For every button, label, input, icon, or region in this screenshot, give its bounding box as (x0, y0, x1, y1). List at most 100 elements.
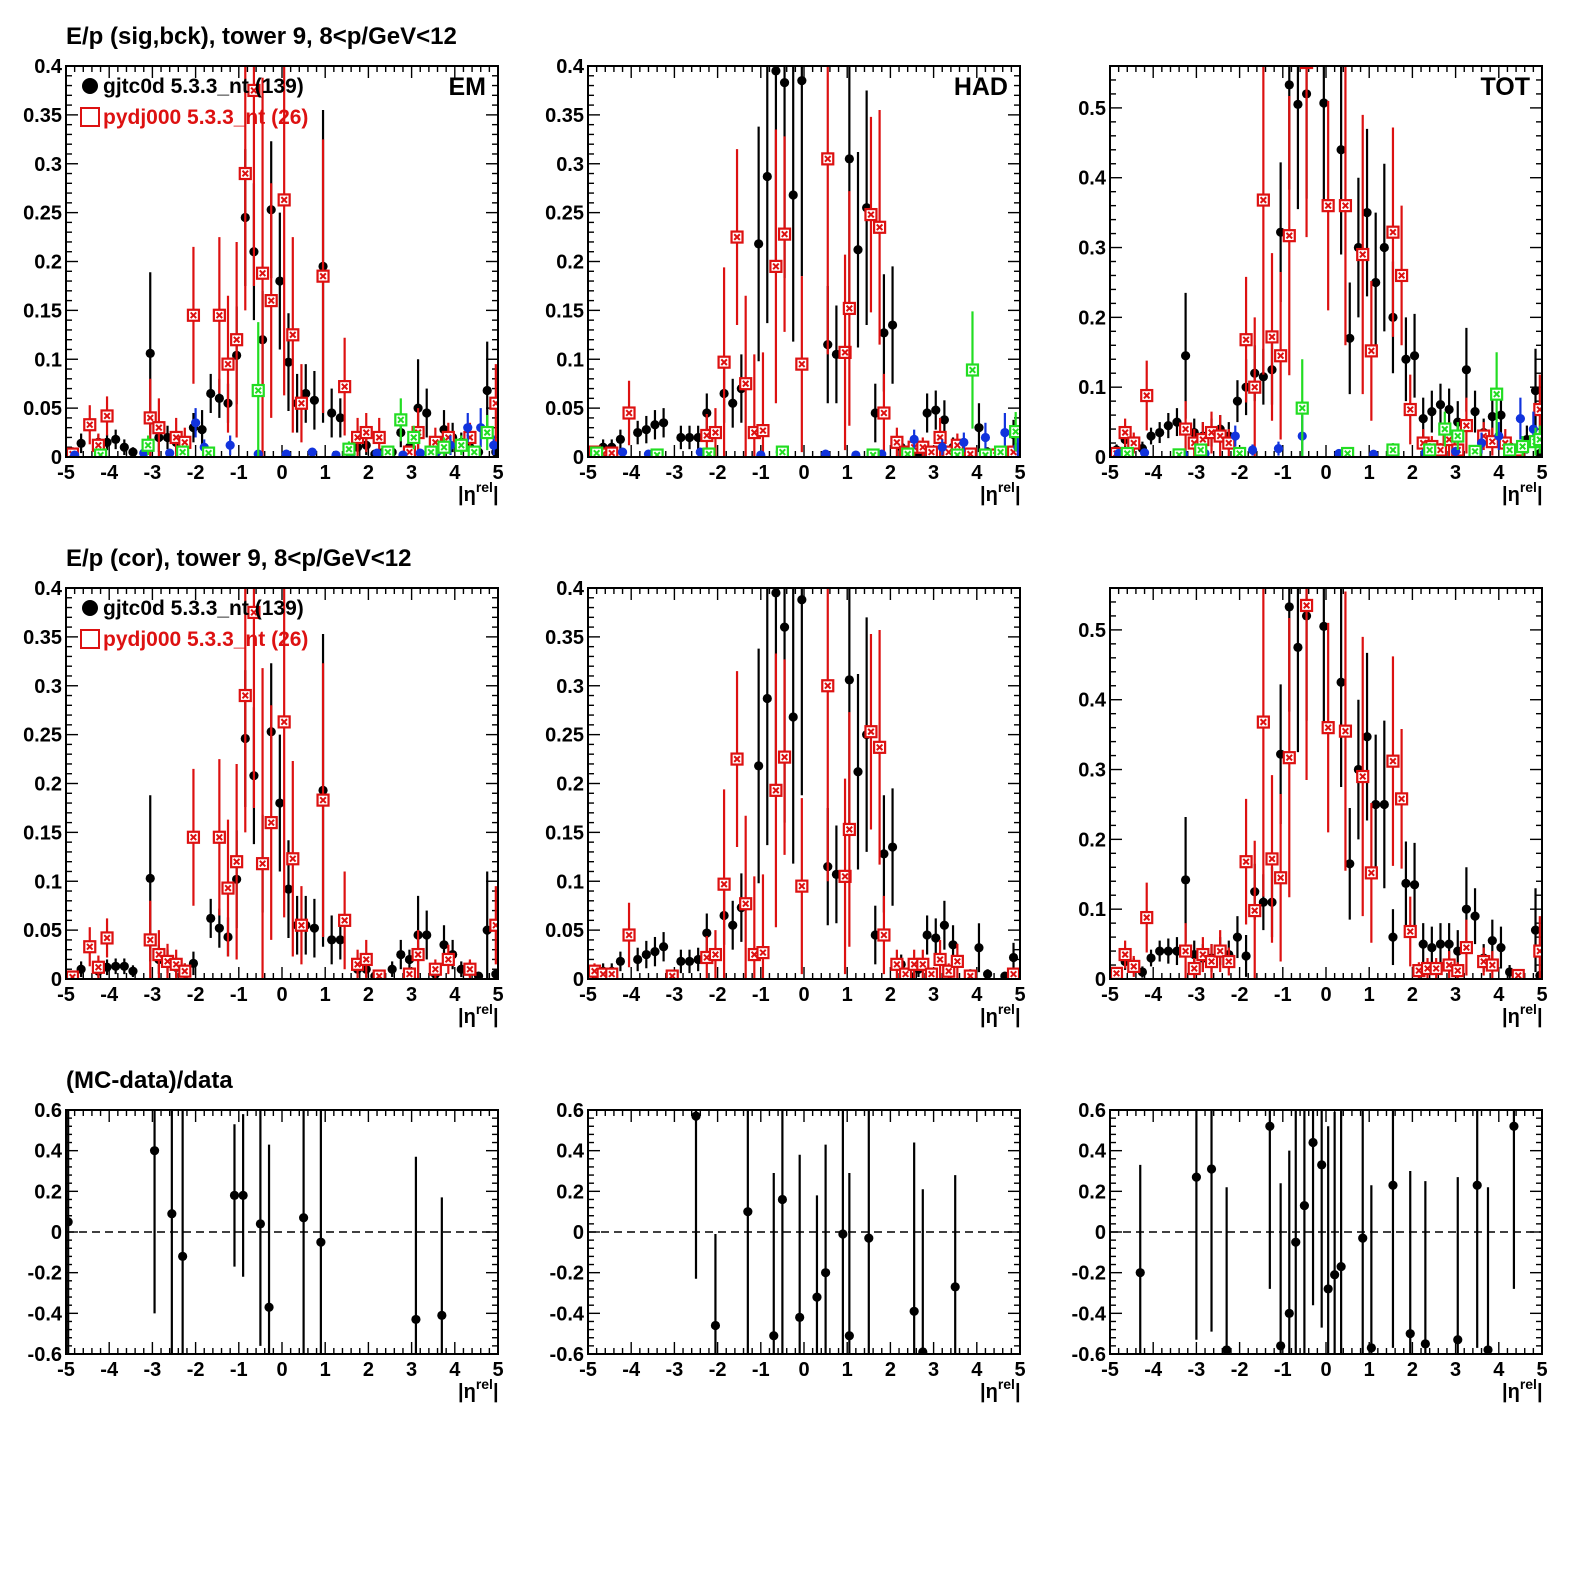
data-point (1127, 436, 1141, 450)
data-point (1293, 642, 1303, 652)
x-tick-label: 1 (1364, 1359, 1375, 1381)
x-tick-label: -4 (1144, 1359, 1163, 1381)
data-point (933, 952, 947, 967)
y-tick-label: 0.35 (545, 627, 584, 649)
data-point (844, 675, 854, 685)
data-point (128, 966, 138, 976)
x-tick-label: -3 (1188, 1359, 1206, 1381)
data-point (1356, 769, 1370, 784)
data-point (176, 445, 190, 457)
data-point (821, 449, 831, 457)
data-point (1222, 954, 1236, 969)
data-point (788, 712, 798, 722)
data-point (1140, 910, 1154, 925)
y-tick-label: 0.1 (34, 871, 62, 893)
data-point (1146, 431, 1156, 441)
data-point (1461, 904, 1471, 914)
data-point (212, 830, 226, 844)
data-point (1336, 1261, 1346, 1272)
data-point (769, 259, 783, 273)
data-point (111, 434, 121, 445)
data-point (1308, 1137, 1318, 1148)
data-point (1118, 947, 1132, 962)
data-point (1423, 443, 1437, 457)
data-point (1232, 932, 1243, 942)
data-point (777, 750, 792, 764)
data-point (169, 430, 183, 445)
data-point (890, 435, 904, 449)
y-tick-label: 0.4 (34, 578, 63, 600)
x-tick-label: 3 (928, 462, 939, 484)
data-point (372, 448, 382, 457)
data-point (684, 956, 695, 967)
x-tick-label: 1 (842, 462, 853, 484)
data-point (922, 408, 932, 418)
x-tick-label: -1 (1274, 1359, 1292, 1381)
x-tick-label: 3 (928, 1359, 939, 1381)
data-point (441, 952, 455, 967)
data-point (1490, 387, 1504, 401)
x-tick-label: -3 (144, 462, 162, 484)
x-tick-label: 5 (492, 462, 503, 484)
data-point (1388, 932, 1398, 942)
data-point (769, 1331, 779, 1341)
data-point (338, 380, 352, 394)
x-tick-label: -4 (100, 1359, 119, 1381)
data-point (1515, 439, 1530, 454)
data-point (1258, 372, 1268, 382)
data-point (149, 1146, 160, 1156)
data-point (100, 409, 114, 423)
data-point (301, 388, 311, 399)
data-point (128, 447, 138, 457)
data-point (1444, 404, 1454, 415)
y-tick-label: 0.35 (23, 627, 62, 649)
data-point (1461, 365, 1471, 375)
data-point (463, 423, 473, 433)
data-point (1239, 855, 1253, 869)
data-point (684, 432, 695, 443)
data-point (1265, 1121, 1275, 1131)
data-point (191, 418, 201, 428)
x-axis-label: |ηrel| (980, 1376, 1021, 1403)
legend-data-marker (82, 78, 98, 94)
data-point (467, 445, 481, 457)
x-tick-label: -5 (57, 1359, 75, 1381)
x-tick-label: -5 (57, 462, 75, 484)
data-point (1194, 443, 1208, 457)
data-point (898, 967, 913, 979)
data-point (1485, 435, 1499, 449)
data-point (415, 448, 425, 457)
data-point (264, 815, 278, 830)
data-point (439, 940, 449, 950)
x-tick-label: -2 (1231, 1359, 1249, 1381)
data-point (238, 688, 252, 703)
data-point (281, 449, 291, 457)
panel-sigbck_had: -5 -4 -3 -2 -1 0 1 2 3 4 5 0 0.05 0.1 0.15 0.2 0.25 0.3 0.… (545, 56, 1026, 506)
data-point (963, 969, 977, 979)
data-point (1248, 903, 1262, 918)
y-tick-label: 0.05 (23, 398, 62, 420)
series-data (691, 1110, 960, 1354)
panel-cor_em: -5 -4 -3 -2 -1 0 1 2 3 4 5 0 0.05 0.1 0.15 0.2 0.25 0.3 0.… (23, 578, 504, 1028)
x-tick-label: -1 (230, 984, 248, 1006)
y-tick-label: 0 (51, 969, 62, 991)
data-point (659, 942, 669, 952)
data-point (229, 1190, 240, 1200)
series-mc (1110, 588, 1542, 979)
data-point (359, 952, 373, 967)
x-tick-label: 5 (1536, 984, 1547, 1006)
x-tick-label: -5 (57, 984, 75, 1006)
data-point (965, 363, 980, 377)
y-tick-label: 0 (573, 969, 584, 991)
legend-mc-label: pydj000 5.3.3_nt (26) (103, 628, 308, 651)
data-point (622, 406, 636, 420)
y-tick-label: 0.2 (34, 252, 62, 274)
data-point (924, 967, 939, 979)
y-tick-label: 0.2 (34, 774, 62, 796)
panel-cor_tot: -5 -4 -3 -2 -1 0 1 2 3 4 5 0 0.1 0.2 0.3 0.4 0.5 |ηrel| (1078, 587, 1548, 1028)
y-tick-label: 0.4 (556, 578, 585, 600)
data-point (1340, 446, 1355, 457)
data-point (922, 930, 932, 940)
y-tick-label: 0.3 (34, 676, 62, 698)
data-point (299, 1213, 309, 1223)
